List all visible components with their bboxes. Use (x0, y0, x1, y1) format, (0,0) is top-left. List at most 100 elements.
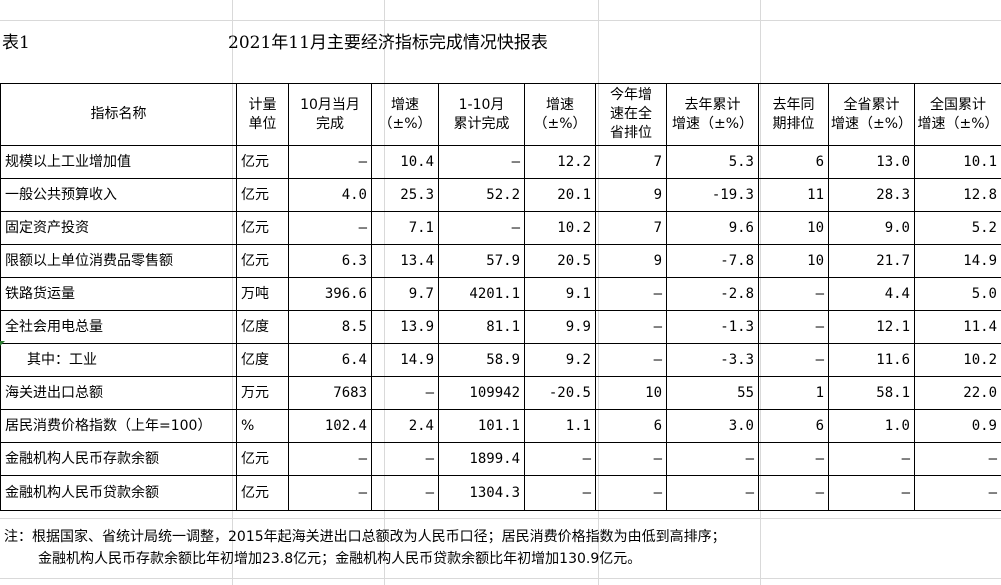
table-row: 金融机构人民币存款余额 亿元 — —1899.4— — — — — — (0, 442, 1001, 476)
table-row: 固定资产投资 亿元 —7.1—10.2 7 9.6 10 9.0 5.2 (0, 211, 1001, 245)
value-cell: — (288, 475, 372, 511)
value-cell: 21.7 (828, 244, 915, 278)
value-cell: 58.9 (438, 343, 525, 377)
value-cell: 6.3 (288, 244, 372, 278)
value-cell: -19.3 (666, 178, 759, 212)
column-header: 全省累计 增速（±%） (828, 83, 915, 146)
value-cell: -2.8 (666, 277, 759, 311)
value-cell: 55 (666, 376, 759, 410)
column-header: 1-10月 累计完成 (438, 83, 525, 146)
value-cell: 3.0 (666, 409, 759, 443)
column-header: 去年累计 增速（±%） (666, 83, 759, 146)
sheet-gridline (0, 578, 1001, 579)
value-cell: 9 (595, 178, 667, 212)
cell-comment-marker (0, 341, 5, 346)
value-cell: — (288, 442, 372, 476)
indicator-name: 金融机构人民币贷款余额 (0, 475, 237, 511)
column-header: 今年增 速在全 省排位 (595, 83, 667, 146)
indicator-name: 铁路货运量 (0, 277, 237, 311)
unit-cell: 万元 (236, 376, 289, 410)
value-cell: 4.0 (288, 178, 372, 212)
value-cell: — (758, 310, 829, 344)
value-cell: — (666, 442, 759, 476)
value-cell: 12.8 (914, 178, 1001, 212)
value-cell: 4.4 (828, 277, 915, 311)
value-cell: 6 (758, 145, 829, 179)
unit-cell: 亿度 (236, 310, 289, 344)
value-cell: 6 (758, 409, 829, 443)
value-cell: 14.9 (914, 244, 1001, 278)
value-cell: — (595, 277, 667, 311)
table-row: 金融机构人民币贷款余额 亿元 — —1304.3— — — — — — (0, 475, 1001, 511)
value-cell: — (438, 145, 525, 179)
value-cell: 5.2 (914, 211, 1001, 245)
value-cell: 10 (758, 211, 829, 245)
value-cell: — (595, 343, 667, 377)
table-row: 一般公共预算收入 亿元 4.0 25.3 52.2 20.1 9 -19.3 11 28.3 12.… (0, 178, 1001, 212)
value-cell: 7 (595, 145, 667, 179)
value-cell: 10 (758, 244, 829, 278)
indicator-name: 其中：工业 (0, 343, 237, 377)
value-cell: 8.5 (288, 310, 372, 344)
value-cell: 12.1 (828, 310, 915, 344)
indicator-name: 固定资产投资 (0, 211, 237, 245)
value-cell: 7 (595, 211, 667, 245)
value-cell: 25.3 (371, 178, 439, 212)
value-cell: 9 (595, 244, 667, 278)
value-cell: 10.2 (914, 343, 1001, 377)
value-cell: — (595, 442, 667, 476)
unit-cell: 亿元 (236, 442, 289, 476)
value-cell: 1 (758, 376, 829, 410)
value-cell: — (371, 442, 439, 476)
value-cell: — (828, 475, 915, 511)
value-cell: 11 (758, 178, 829, 212)
value-cell: 2.4 (371, 409, 439, 443)
footnote-line-2: 金融机构人民币存款余额比年初增加23.8亿元；金融机构人民币贷款余额比年初增加1… (38, 551, 642, 567)
value-cell: 14.9 (371, 343, 439, 377)
unit-cell: % (236, 409, 289, 443)
value-cell: 396.6 (288, 277, 372, 311)
value-cell: — (758, 277, 829, 311)
table-row: 限额以上单位消费品零售额 亿元 6.3 13.4 57.9 20.5 9 -7.8 10 21.7… (0, 244, 1001, 278)
value-cell: 10.4 (371, 145, 439, 179)
value-cell: 57.9 (438, 244, 525, 278)
unit-cell: 亿度 (236, 343, 289, 377)
indicator-name: 一般公共预算收入 (0, 178, 237, 212)
value-cell: 6.4 (288, 343, 372, 377)
value-cell: 22.0 (914, 376, 1001, 410)
value-cell: 28.3 (828, 178, 915, 212)
value-cell: 109942 (438, 376, 525, 410)
column-header: 计量 单位 (236, 83, 289, 146)
value-cell: 4201.1 (438, 277, 525, 311)
value-cell: 20.1 (524, 178, 596, 212)
value-cell: 5.3 (666, 145, 759, 179)
value-cell: 11.6 (828, 343, 915, 377)
value-cell: -3.3 (666, 343, 759, 377)
value-cell: 1.0 (828, 409, 915, 443)
footnote-line-1: 注：根据国家、省统计局统一调整，2015年起海关进出口总额改为人民币口径；居民消… (4, 529, 726, 545)
value-cell: 11.4 (914, 310, 1001, 344)
value-cell: — (758, 475, 829, 511)
value-cell: — (914, 475, 1001, 511)
value-cell: 12.2 (524, 145, 596, 179)
value-cell: — (524, 442, 596, 476)
value-cell: — (758, 343, 829, 377)
sheet-gridline (0, 518, 1001, 519)
value-cell: 101.1 (438, 409, 525, 443)
value-cell: — (524, 475, 596, 511)
value-cell: 9.7 (371, 277, 439, 311)
indicator-name: 限额以上单位消费品零售额 (0, 244, 237, 278)
value-cell: 7683 (288, 376, 372, 410)
value-cell: — (828, 442, 915, 476)
value-cell: -20.5 (524, 376, 596, 410)
footnote: 注：根据国家、省统计局统一调整，2015年起海关进出口总额改为人民币口径；居民消… (4, 526, 726, 570)
value-cell: — (371, 475, 439, 511)
value-cell: — (666, 475, 759, 511)
value-cell: 13.0 (828, 145, 915, 179)
value-cell: 1304.3 (438, 475, 525, 511)
value-cell: 102.4 (288, 409, 372, 443)
sheet-gridline (0, 20, 1001, 21)
value-cell: 10.2 (524, 211, 596, 245)
value-cell: 9.6 (666, 211, 759, 245)
report-title: 2021年11月主要经济指标完成情况快报表 (228, 33, 548, 53)
